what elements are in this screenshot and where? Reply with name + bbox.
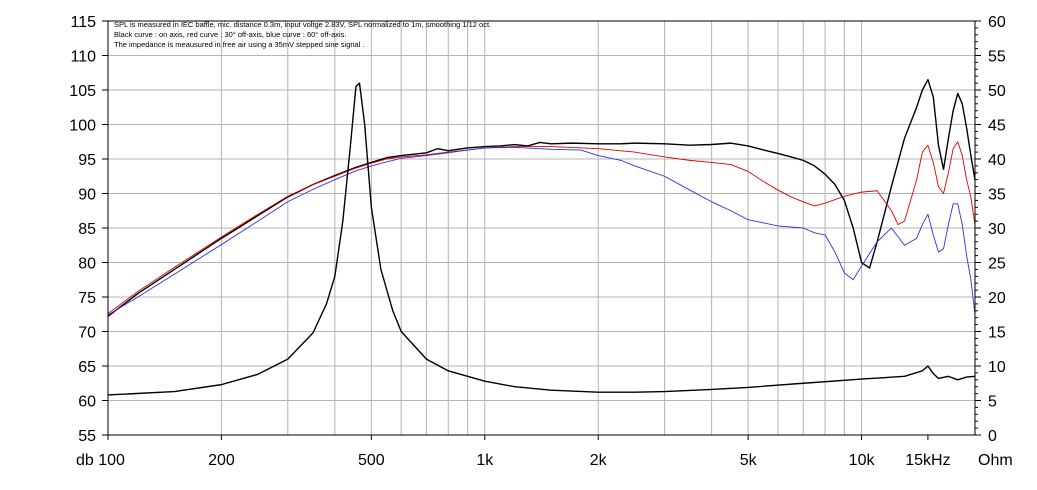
x-tick-label: 2k (590, 452, 608, 469)
x-tick-label: 5k (740, 452, 758, 469)
y-right-tick-label: 0 (988, 428, 997, 445)
y-right-tick-label: 35 (988, 187, 1006, 204)
note-line-3: The impedance is meausured in free air u… (114, 40, 365, 49)
y-right-tick-label: 20 (988, 290, 1006, 307)
x-tick-label: 500 (358, 452, 385, 469)
x-tick-label: 10k (849, 452, 876, 469)
y-left-tick-label: 95 (78, 152, 96, 169)
y-left-tick-label: 60 (78, 394, 96, 411)
y-left-tick-label: 85 (78, 221, 96, 238)
note-line-2: Black curve : on axis, red curve : 30° o… (114, 30, 347, 39)
y-left-tick-label: 115 (70, 14, 96, 31)
x-tick-label: 15kHz (905, 452, 950, 469)
x-tick-label: 1k (476, 452, 494, 469)
y-left-tick-label: 65 (78, 359, 96, 376)
y-left-tick-label: 70 (78, 325, 96, 342)
y-left-tick-label: 75 (78, 290, 96, 307)
series-spl_30deg (107, 141, 976, 314)
y-left-tick-label: 110 (70, 49, 96, 66)
series-spl_60deg (107, 146, 976, 316)
y-right-tick-label: 15 (988, 325, 1006, 342)
grid (108, 21, 975, 435)
y-right-tick-label: 25 (988, 256, 1006, 273)
y-left-tick-label: 55 (78, 428, 96, 445)
x-tick-label: db 100 (76, 452, 125, 469)
measurement-notes: SPL is measured in IEC baffle, mic. dist… (114, 20, 491, 49)
x-axis-right-unit-label: Ohm (978, 452, 1013, 469)
y-right-tick-label: 45 (988, 118, 1006, 135)
y-right-tick-label: 60 (988, 14, 1006, 31)
y-left-tick-label: 100 (69, 118, 96, 135)
series-spl_on_axis (107, 78, 976, 317)
note-line-1: SPL is measured in IEC baffle, mic. dist… (114, 20, 491, 29)
y-left-tick-label: 80 (78, 256, 96, 273)
y-right-tick-label: 50 (988, 83, 1006, 100)
y-left-tick-label: 90 (78, 187, 96, 204)
series-layer (107, 78, 976, 396)
x-tick-label: 200 (208, 452, 235, 469)
axis-ticks: 55 60 65 70 75 80 85 90 95 100 105 110 115 0 5 10 15 20 25… (69, 14, 1012, 469)
y-right-tick-label: 5 (988, 394, 997, 411)
y-right-tick-label: 30 (988, 221, 1006, 238)
y-right-tick-label: 55 (988, 49, 1006, 66)
y-right-tick-label: 10 (988, 359, 1006, 376)
series-impedance (107, 82, 976, 396)
y-left-tick-label: 105 (69, 83, 96, 100)
y-right-tick-label: 40 (988, 152, 1006, 169)
